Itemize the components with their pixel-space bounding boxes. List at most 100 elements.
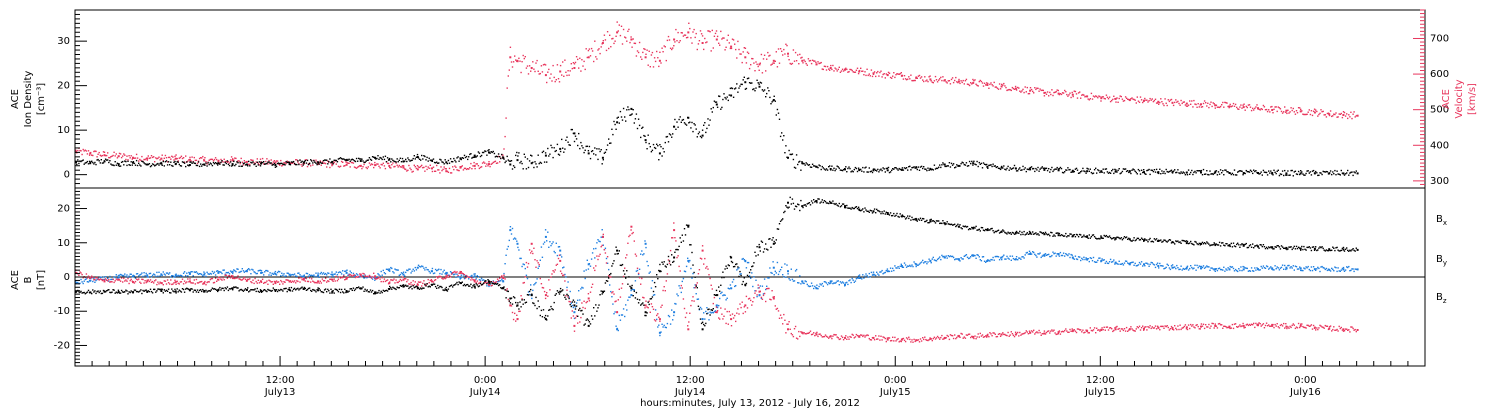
velocity-series-sample xyxy=(263,163,265,165)
velocity-series-sample xyxy=(1043,95,1046,97)
density-series-sample xyxy=(1182,171,1184,173)
velocity-series-sample xyxy=(1320,109,1322,111)
bz-series-sample xyxy=(813,332,815,334)
bz-series-sample xyxy=(787,323,789,325)
by-series-sample xyxy=(925,261,927,263)
by-series-sample xyxy=(774,270,776,272)
by-series-sample xyxy=(132,274,135,277)
bz-series-sample xyxy=(977,333,979,335)
bz-series-sample xyxy=(729,314,732,316)
velocity-series-sample xyxy=(1241,107,1243,109)
bz-series-sample xyxy=(394,282,396,284)
density-series-sample xyxy=(1206,170,1208,172)
bz-series-sample xyxy=(806,332,808,335)
density-series-sample xyxy=(652,143,655,146)
by-series-sample xyxy=(716,306,719,309)
by-series-sample xyxy=(673,314,675,317)
density-series-sample xyxy=(863,171,865,173)
density-series-sample xyxy=(115,164,117,166)
density-series-sample xyxy=(819,165,821,167)
density-series-sample xyxy=(362,160,364,162)
by-series-sample xyxy=(593,248,595,250)
density-series-sample xyxy=(90,161,92,163)
density-series-sample xyxy=(898,167,900,170)
by-series-sample xyxy=(625,304,627,306)
velocity-series-sample xyxy=(705,41,707,44)
density-series-sample xyxy=(911,167,913,169)
bz-series-sample xyxy=(610,276,612,278)
density-series-sample xyxy=(265,163,267,165)
bz-series-sample xyxy=(429,279,431,282)
by-series-sample xyxy=(1335,267,1337,269)
by-series-sample xyxy=(638,268,641,270)
velocity-series-sample xyxy=(1135,102,1137,104)
bz-series-sample xyxy=(339,277,342,279)
density-series-sample xyxy=(1035,167,1037,170)
velocity-series-sample xyxy=(1032,90,1034,93)
density-series-sample xyxy=(160,161,162,164)
velocity-series-point xyxy=(459,166,462,169)
bz-series-sample xyxy=(651,306,654,308)
velocity-series-sample xyxy=(541,71,544,73)
density-series-sample xyxy=(169,164,171,166)
by-series-sample xyxy=(223,269,225,271)
velocity-series-sample xyxy=(197,160,200,162)
bz-series-point xyxy=(1342,328,1345,331)
by-series-point xyxy=(658,331,661,334)
by-series-sample xyxy=(107,277,109,279)
velocity-series-sample xyxy=(1255,106,1257,108)
density-series-sample xyxy=(839,169,842,171)
by-series-point xyxy=(473,275,476,278)
by-series-sample xyxy=(314,275,316,278)
by-series-sample xyxy=(150,276,153,278)
velocity-series-sample xyxy=(384,167,387,170)
bz-series-sample xyxy=(769,298,771,300)
by-series-sample xyxy=(197,273,200,275)
density-series-sample xyxy=(668,133,671,135)
velocity-series-sample xyxy=(456,169,458,171)
density-series-sample xyxy=(585,145,587,148)
by-series-sample xyxy=(877,273,879,275)
bz-series-sample xyxy=(878,335,880,337)
density-series-sample xyxy=(456,157,458,159)
velocity-series-sample xyxy=(413,164,415,166)
density-series-point xyxy=(1271,172,1274,174)
bz-series-sample xyxy=(94,278,96,281)
velocity-series-sample xyxy=(951,77,954,79)
by-series-sample xyxy=(1024,254,1026,256)
by-series-sample xyxy=(865,273,867,275)
bz-series-sample xyxy=(530,252,532,254)
density-series-sample xyxy=(455,161,457,163)
bz-series-sample xyxy=(908,336,910,338)
velocity-series-sample xyxy=(508,69,510,71)
velocity-series-sample xyxy=(182,157,185,159)
density-series-sample xyxy=(130,161,132,163)
bz-series-sample xyxy=(656,314,658,317)
velocity-series-point xyxy=(331,163,334,166)
velocity-series-sample xyxy=(185,155,187,157)
bz-series-sample xyxy=(918,341,921,343)
density-series-sample xyxy=(570,128,572,131)
velocity-series-sample xyxy=(228,162,231,164)
top-right-tick-label: 700 xyxy=(1430,33,1449,44)
density-series-sample xyxy=(248,160,250,163)
by-series-sample xyxy=(645,246,647,249)
bz-series-sample xyxy=(967,333,970,335)
density-series-sample xyxy=(784,152,786,154)
density-series-sample xyxy=(291,161,294,163)
velocity-series-sample xyxy=(844,68,846,71)
by-series-sample xyxy=(643,253,645,255)
velocity-series-sample xyxy=(353,166,356,168)
density-series-sample xyxy=(436,161,438,163)
velocity-series-sample xyxy=(1318,113,1320,116)
velocity-series-sample xyxy=(1303,113,1305,116)
by-series-sample xyxy=(914,262,916,265)
by-series-point xyxy=(915,263,918,266)
by-series-sample xyxy=(1156,262,1159,264)
by-series-point xyxy=(188,272,191,275)
by-series-sample xyxy=(468,278,470,280)
velocity-series-sample xyxy=(862,70,864,72)
velocity-series-sample xyxy=(1271,105,1273,108)
bz-series-sample xyxy=(175,283,177,285)
velocity-series-sample xyxy=(200,157,202,159)
